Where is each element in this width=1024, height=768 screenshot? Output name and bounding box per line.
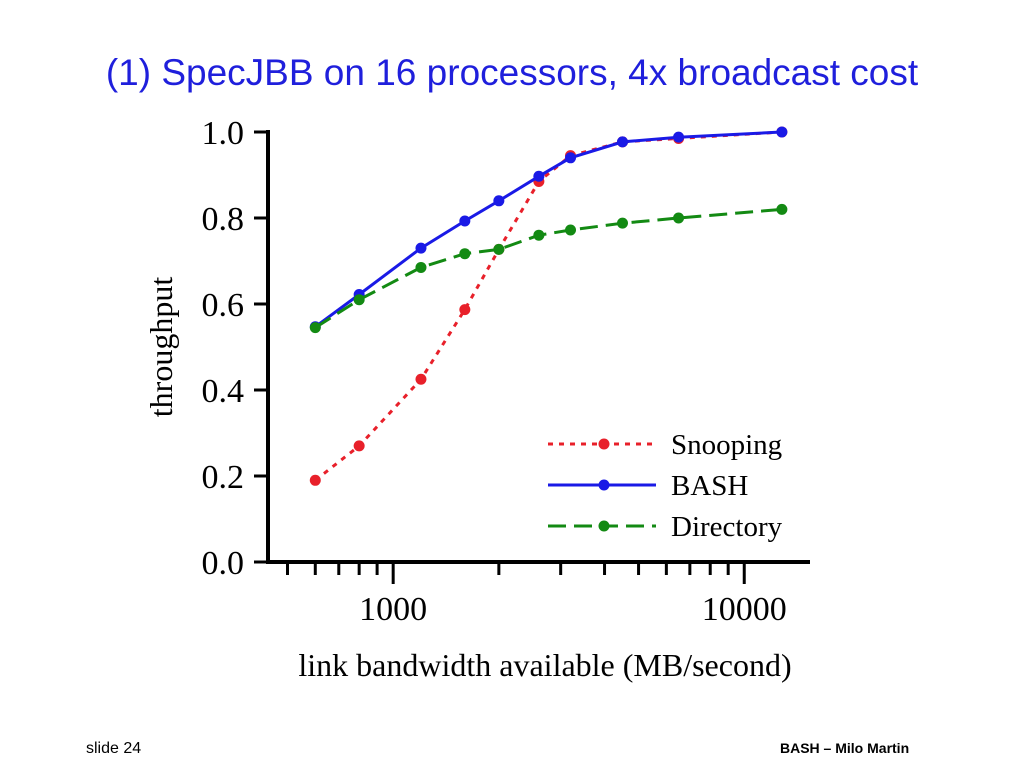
- data-point: [459, 248, 471, 260]
- data-point: [459, 304, 471, 316]
- data-point: [565, 152, 577, 164]
- x-ticks: 1000 10000: [285, 562, 787, 628]
- data-point: [353, 294, 365, 306]
- data-point: [673, 212, 685, 224]
- series-bash: [309, 126, 788, 333]
- slide-number: slide 24: [86, 740, 142, 757]
- legend-marker: [598, 479, 610, 491]
- data-point: [776, 126, 788, 138]
- data-point: [776, 203, 788, 215]
- data-point: [565, 224, 577, 236]
- series-directory: [309, 203, 788, 334]
- data-point: [309, 322, 321, 334]
- x-tick-label: 1000: [359, 591, 427, 628]
- y-axis-label: throughput: [143, 277, 179, 418]
- y-tick-label: 0.0: [202, 545, 245, 582]
- footer-credit: BASH – Milo Martin: [780, 740, 910, 756]
- x-axis-label: link bandwidth available (MB/second): [298, 647, 791, 683]
- legend-label: Directory: [671, 511, 783, 543]
- legend-marker: [598, 520, 610, 532]
- data-point: [533, 170, 545, 182]
- x-tick-label: 10000: [702, 591, 787, 628]
- data-point: [309, 474, 321, 486]
- data-point: [493, 243, 505, 255]
- data-point: [616, 217, 628, 229]
- y-tick-label: 0.4: [202, 373, 245, 410]
- series-line: [314, 207, 783, 329]
- data-point: [415, 261, 427, 273]
- y-tick-label: 0.8: [202, 201, 245, 238]
- legend-marker: [598, 438, 610, 450]
- series-line: [314, 130, 782, 329]
- data-point: [459, 215, 471, 227]
- data-point: [493, 195, 505, 207]
- data-point: [415, 242, 427, 254]
- y-tick-label: 1.0: [202, 115, 245, 152]
- legend-label: Snooping: [671, 429, 782, 461]
- data-point: [353, 440, 365, 452]
- y-tick-label: 0.6: [202, 287, 245, 324]
- slide-title: (1) SpecJBB on 16 processors, 4x broadca…: [105, 52, 919, 93]
- y-tick-label: 0.2: [202, 459, 245, 496]
- series-layer: [309, 126, 788, 486]
- data-point: [415, 373, 427, 385]
- data-point: [673, 131, 685, 143]
- y-ticks: 0.0 0.2 0.4 0.6 0.8 1.0: [202, 115, 268, 582]
- data-point: [616, 136, 628, 148]
- data-point: [533, 229, 545, 241]
- legend: Snooping BASH Directory: [548, 429, 783, 543]
- legend-label: BASH: [671, 470, 748, 502]
